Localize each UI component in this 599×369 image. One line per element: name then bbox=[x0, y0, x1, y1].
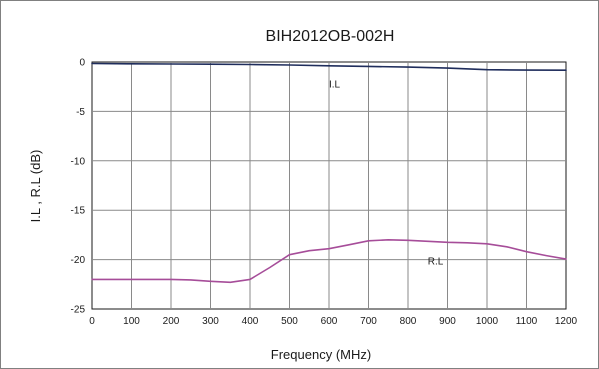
chart-title: BIH2012OB-002H bbox=[266, 28, 395, 45]
x-tick-label: 300 bbox=[202, 316, 219, 327]
x-axis-label: Frequency (MHz) bbox=[271, 347, 371, 362]
x-tick-label: 700 bbox=[360, 316, 377, 327]
x-tick-label: 1000 bbox=[476, 316, 499, 327]
y-tick-label: -25 bbox=[71, 305, 86, 316]
x-tick-label: 400 bbox=[242, 316, 259, 327]
series-label-r-l: R.L bbox=[428, 257, 444, 268]
x-tick-label: 200 bbox=[163, 316, 180, 327]
x-tick-label: 1200 bbox=[555, 316, 578, 327]
x-tick-label: 600 bbox=[321, 316, 338, 327]
x-tick-label: 1100 bbox=[516, 316, 538, 327]
y-tick-label: -20 bbox=[71, 255, 86, 266]
grid bbox=[92, 62, 566, 309]
series bbox=[91, 62, 567, 284]
x-tick-label: 500 bbox=[281, 316, 298, 327]
x-tick-label: 800 bbox=[400, 316, 417, 327]
series-label-i-l: I.L bbox=[329, 80, 341, 91]
y-tick-label: -15 bbox=[71, 206, 86, 217]
y-tick-label: 0 bbox=[79, 58, 85, 69]
y-tick-label: -10 bbox=[71, 156, 86, 167]
y-tick-label: -5 bbox=[76, 107, 85, 118]
y-axis-ticks: 0 -5 -10 -15 -20 -25 bbox=[71, 58, 86, 316]
x-tick-label: 900 bbox=[439, 316, 456, 327]
series-labels: I.L R.L bbox=[329, 80, 444, 268]
series-line-r-l bbox=[91, 239, 567, 284]
series-line-i-l bbox=[91, 62, 567, 71]
x-axis-ticks: 0 100 200 300 400 500 600 700 800 900 1000 1100 1200 bbox=[89, 316, 577, 327]
y-axis-label: I.L , R.L (dB) bbox=[28, 150, 43, 223]
x-tick-label: 0 bbox=[89, 316, 95, 327]
x-tick-label: 100 bbox=[123, 316, 140, 327]
